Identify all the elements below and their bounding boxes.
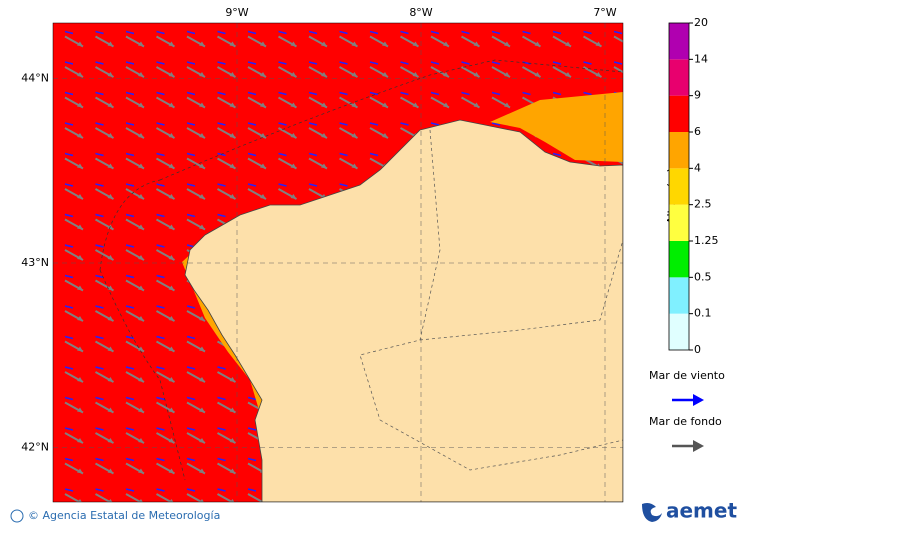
colorbar-label: 0.1 [694, 307, 712, 320]
province-border [359, 129, 623, 471]
logo-icon [642, 503, 662, 522]
colorbar-band [669, 95, 689, 132]
lon-label: 7°W [593, 6, 616, 19]
colorbar-label: 0.5 [694, 270, 712, 283]
boundary [159, 59, 623, 181]
colorbar-band [669, 59, 689, 96]
colorbar-label: 0 [694, 343, 701, 356]
lon-label: 9°W [225, 6, 248, 19]
legend-arrowhead [693, 440, 704, 452]
lat-label: 44°N [21, 72, 49, 85]
colorbar-band [669, 241, 689, 278]
map [53, 23, 623, 502]
colorbar-label: 1.25 [694, 234, 719, 247]
colorbar-label: 6 [694, 125, 701, 138]
colorbar-band [669, 204, 689, 241]
colorbar-label: 2.5 [694, 198, 712, 211]
colorbar-label: 14 [694, 52, 708, 65]
colorbar-label: 20 [694, 16, 708, 29]
land [184, 119, 623, 502]
boundary [99, 179, 186, 481]
colorbar-band [669, 132, 689, 169]
orange-zone [490, 92, 623, 162]
colorbar-band [669, 313, 689, 350]
lon-label: 8°W [409, 6, 432, 19]
footer-icon [10, 509, 24, 523]
colorbar-band [669, 277, 689, 314]
legend-label: Mar de fondo [649, 415, 722, 428]
legend-label: Mar de viento [649, 369, 725, 382]
logo: aemet [666, 499, 737, 523]
colorbar-label: 9 [694, 89, 701, 102]
lat-label: 42°N [21, 441, 49, 454]
colorbar-label: 4 [694, 161, 701, 174]
colorbar-band [669, 168, 689, 205]
legend-arrowhead [693, 394, 704, 406]
lat-label: 43°N [21, 256, 49, 269]
colorbar-band [669, 23, 689, 60]
colorbar-frame [668, 22, 690, 351]
map-frame [52, 22, 624, 503]
footer: © Agencia Estatal de Meteorología [28, 509, 220, 522]
